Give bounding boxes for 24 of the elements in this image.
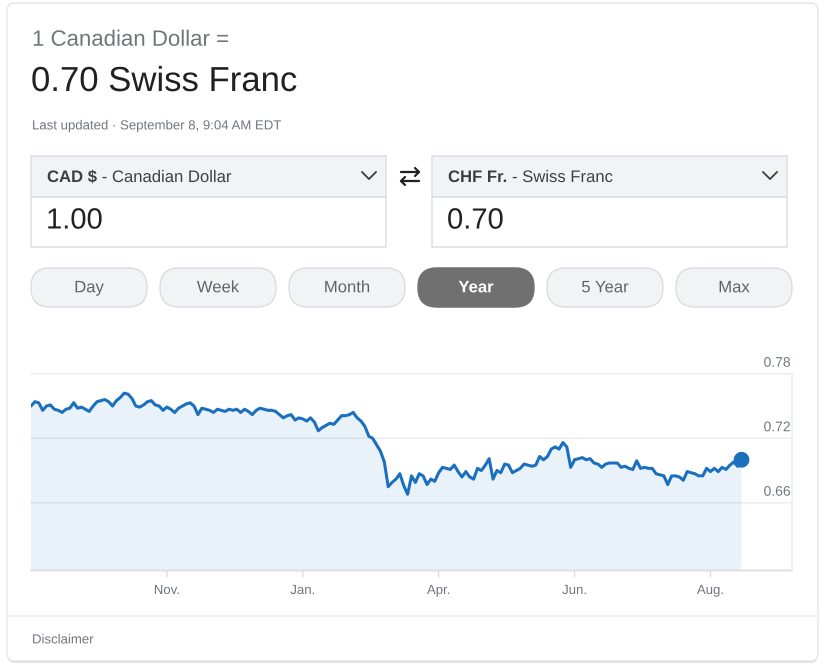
text: Disclaimer — [33, 634, 94, 644]
text: Month — [325, 280, 370, 292]
x-tick-label: Nov. — [154, 584, 179, 594]
x-tick-label: Jun. — [562, 584, 586, 594]
text: Year — [458, 280, 494, 292]
x-tick-label: Aug. — [696, 584, 723, 597]
text: Last updated · September 8, 9:04 AM EDT — [33, 120, 282, 132]
x-tick-label: Apr. — [426, 584, 450, 597]
text: CAD $ — [48, 170, 97, 184]
text: Week — [196, 280, 240, 292]
text: Max — [720, 280, 750, 292]
y-tick-label: 0.66 — [764, 486, 790, 496]
text: 0.70 — [448, 208, 503, 229]
text: Day — [76, 280, 104, 296]
x-tick-label: Jan. — [290, 584, 314, 594]
text: 5 Year — [582, 280, 628, 292]
text: - Canadian Dollar — [102, 170, 232, 182]
y-tick-label: 0.78 — [764, 357, 790, 367]
chart-subtitle: 0.70 Swiss Franc — [32, 66, 296, 92]
chart-title: 1 Canadian Dollar = — [34, 30, 228, 46]
text: - Swiss Franc — [512, 170, 612, 182]
text: CHF Fr. — [448, 170, 506, 182]
text: 1.00 — [48, 208, 102, 229]
y-tick-label: 0.72 — [764, 422, 790, 432]
